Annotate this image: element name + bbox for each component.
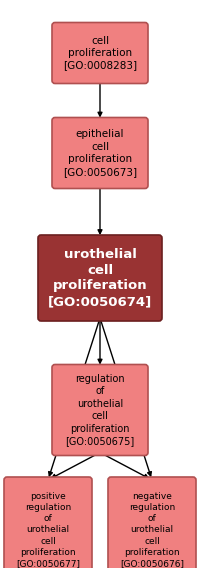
FancyBboxPatch shape: [52, 365, 148, 456]
Text: cell
proliferation
[GO:0008283]: cell proliferation [GO:0008283]: [63, 36, 137, 70]
FancyBboxPatch shape: [52, 23, 148, 83]
Text: urothelial
cell
proliferation
[GO:0050674]: urothelial cell proliferation [GO:005067…: [48, 248, 152, 308]
Text: positive
regulation
of
urothelial
cell
proliferation
[GO:0050677]: positive regulation of urothelial cell p…: [16, 492, 80, 568]
Text: negative
regulation
of
urothelial
cell
proliferation
[GO:0050676]: negative regulation of urothelial cell p…: [120, 492, 184, 568]
Text: regulation
of
urothelial
cell
proliferation
[GO:0050675]: regulation of urothelial cell proliferat…: [65, 374, 135, 446]
FancyBboxPatch shape: [108, 477, 196, 568]
Text: epithelial
cell
proliferation
[GO:0050673]: epithelial cell proliferation [GO:005067…: [63, 130, 137, 177]
FancyBboxPatch shape: [4, 477, 92, 568]
FancyBboxPatch shape: [38, 235, 162, 321]
FancyBboxPatch shape: [52, 118, 148, 189]
